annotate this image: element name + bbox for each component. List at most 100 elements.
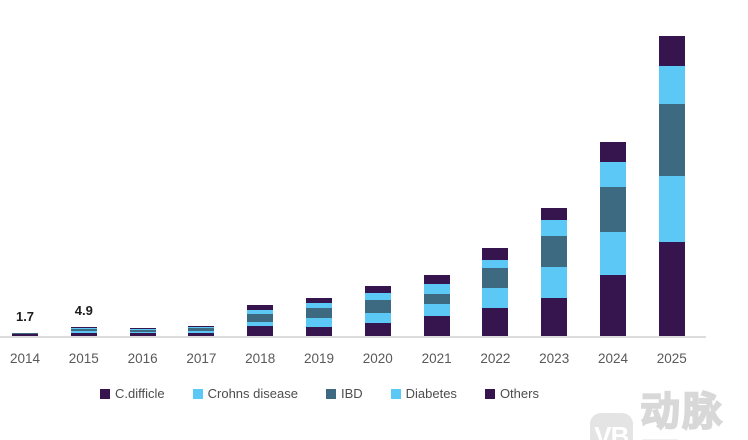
bar-segment-ibd — [482, 267, 509, 288]
bar-segment-c-difficle — [658, 241, 685, 336]
bar-segment-crohns-disease — [600, 231, 626, 275]
bar-segment-diabetes — [658, 66, 685, 104]
watermark: VB 动脉网 — [590, 389, 748, 440]
x-tick-label-2021: 2021 — [421, 351, 452, 366]
bar-segment-crohns-disease — [188, 330, 215, 333]
stacked-bar-2021 — [423, 274, 450, 336]
bar-segment-c-difficle — [364, 323, 391, 336]
bar-segment-c-difficle — [482, 307, 509, 336]
x-tick-label-2023: 2023 — [539, 351, 570, 366]
bar-segment-diabetes — [364, 293, 391, 301]
legend-swatch-icon — [325, 388, 336, 399]
bar-segment-diabetes — [306, 303, 332, 309]
bar-segment-ibd — [364, 300, 391, 313]
bar-segment-diabetes — [541, 219, 568, 236]
bar-segment-diabetes — [423, 284, 450, 295]
x-tick-label-2016: 2016 — [127, 351, 158, 366]
bar-segment-crohns-disease — [482, 287, 509, 308]
legend-label: Crohns disease — [207, 386, 298, 401]
bar-segment-ibd — [70, 329, 97, 332]
bar-segment-ibd — [247, 314, 274, 322]
bar-segment-diabetes — [600, 161, 626, 187]
watermark-vb-logo-icon: VB — [590, 412, 633, 440]
legend-label: C.difficle — [115, 386, 165, 401]
x-axis-line — [0, 336, 706, 338]
bar-segment-others — [70, 327, 97, 329]
x-tick-label-2019: 2019 — [303, 351, 335, 366]
legend-item-diabetes: Diabetes — [390, 386, 457, 401]
bar-segment-ibd — [658, 103, 685, 177]
data-label-2014: 1.7 — [15, 309, 35, 325]
stacked-bar-2019 — [306, 298, 332, 336]
bar-segment-diabetes — [70, 328, 97, 330]
legend-swatch-icon — [192, 388, 203, 399]
bar-segment-others — [306, 298, 332, 304]
legend-item-ibd: IBD — [325, 386, 363, 401]
bar-segment-ibd — [306, 308, 332, 319]
bar-segment-c-difficle — [129, 333, 156, 336]
legend-item-others: Others — [484, 386, 539, 401]
bar-segment-crohns-disease — [247, 321, 274, 326]
legend-label: Diabetes — [405, 386, 457, 401]
x-tick-label-2014: 2014 — [9, 351, 41, 366]
bar-segment-others — [188, 326, 215, 327]
bar-segment-c-difficle — [188, 332, 215, 336]
bar-segment-others — [482, 248, 509, 260]
legend-label: IBD — [340, 386, 363, 401]
bar-segment-crohns-disease — [541, 266, 568, 298]
bar-segment-ibd — [188, 328, 215, 331]
x-tick-label-2018: 2018 — [245, 351, 276, 366]
x-tick-label-2020: 2020 — [362, 351, 393, 366]
stacked-bar-2022 — [482, 248, 509, 336]
watermark-brand-text: 动脉网 — [640, 390, 725, 440]
bar-segment-c-difficle — [247, 326, 274, 336]
bar-segment-others — [247, 305, 274, 311]
stacked-bar-2014 — [12, 333, 38, 336]
legend-swatch-icon — [100, 388, 110, 399]
bar-segment-crohns-disease — [658, 176, 685, 242]
stacked-bar-2016 — [129, 328, 156, 336]
legend-swatch-icon — [484, 388, 495, 399]
bar-segment-others — [600, 141, 626, 162]
bar-segment-crohns-disease — [70, 331, 97, 334]
x-tick-label-2017: 2017 — [186, 351, 217, 366]
legend-item-c-difficle: C.difficle — [100, 386, 165, 401]
data-label-2015: 4.9 — [74, 303, 93, 319]
stacked-bar-2025 — [658, 35, 685, 336]
bar-segment-ibd — [600, 186, 626, 232]
x-tick-label-2025: 2025 — [656, 351, 687, 366]
bar-segment-others — [541, 208, 568, 220]
bar-segment-ibd — [129, 330, 156, 332]
x-tick-label-2024: 2024 — [597, 351, 629, 366]
x-tick-label-2022: 2022 — [480, 351, 511, 366]
stacked-bar-2015 — [70, 327, 97, 336]
chart-legend: C.difficle Crohns disease IBD Diabetes Other… — [100, 386, 539, 401]
bar-segment-c-difficle — [600, 274, 626, 336]
legend-item-crohns-disease: Crohns disease — [192, 386, 298, 401]
bar-segment-diabetes — [129, 328, 156, 331]
bar-segment-c-difficle — [423, 315, 450, 336]
bar-segment-crohns-disease — [364, 312, 391, 324]
bar-segment-others — [658, 35, 685, 67]
bar-segment-diabetes — [482, 259, 509, 268]
bar-segment-others — [423, 274, 450, 285]
bar-segment-ibd — [541, 235, 568, 267]
bar-segment-ibd — [423, 294, 450, 305]
bar-segment-diabetes — [188, 326, 215, 329]
stacked-bar-2020 — [364, 286, 391, 336]
bar-segment-crohns-disease — [306, 318, 332, 327]
bar-segment-c-difficle — [541, 297, 568, 336]
stacked-bar-2024 — [600, 141, 626, 336]
bar-segment-crohns-disease — [129, 331, 156, 334]
bar-segment-diabetes — [247, 310, 274, 315]
stacked-bar-2023 — [541, 208, 568, 336]
bar-segment-crohns-disease — [423, 304, 450, 316]
bar-segment-others — [129, 328, 156, 329]
bar-segment-c-difficle — [70, 333, 97, 336]
x-tick-label-2015: 2015 — [68, 351, 99, 366]
bar-segment-c-difficle — [306, 326, 332, 336]
bar-segment-others — [364, 286, 391, 294]
stacked-bar-2017 — [188, 326, 215, 336]
stacked-bar-2018 — [247, 305, 274, 336]
